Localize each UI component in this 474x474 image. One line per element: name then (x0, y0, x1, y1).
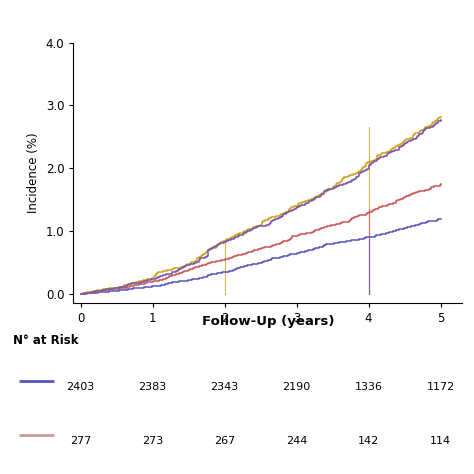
Text: 1336: 1336 (355, 382, 383, 392)
Text: N° at Risk: N° at Risk (13, 334, 79, 347)
Text: 114: 114 (430, 436, 451, 446)
Text: Follow-Up (years): Follow-Up (years) (201, 315, 334, 328)
Text: 2343: 2343 (210, 382, 239, 392)
Text: 2190: 2190 (283, 382, 311, 392)
Text: 1172: 1172 (427, 382, 455, 392)
Text: 267: 267 (214, 436, 235, 446)
Text: 273: 273 (142, 436, 163, 446)
Text: 277: 277 (70, 436, 91, 446)
Text: 142: 142 (358, 436, 379, 446)
Text: 2403: 2403 (66, 382, 95, 392)
Y-axis label: Incidence (%): Incidence (%) (27, 133, 40, 213)
Text: 244: 244 (286, 436, 307, 446)
Text: 2383: 2383 (138, 382, 167, 392)
